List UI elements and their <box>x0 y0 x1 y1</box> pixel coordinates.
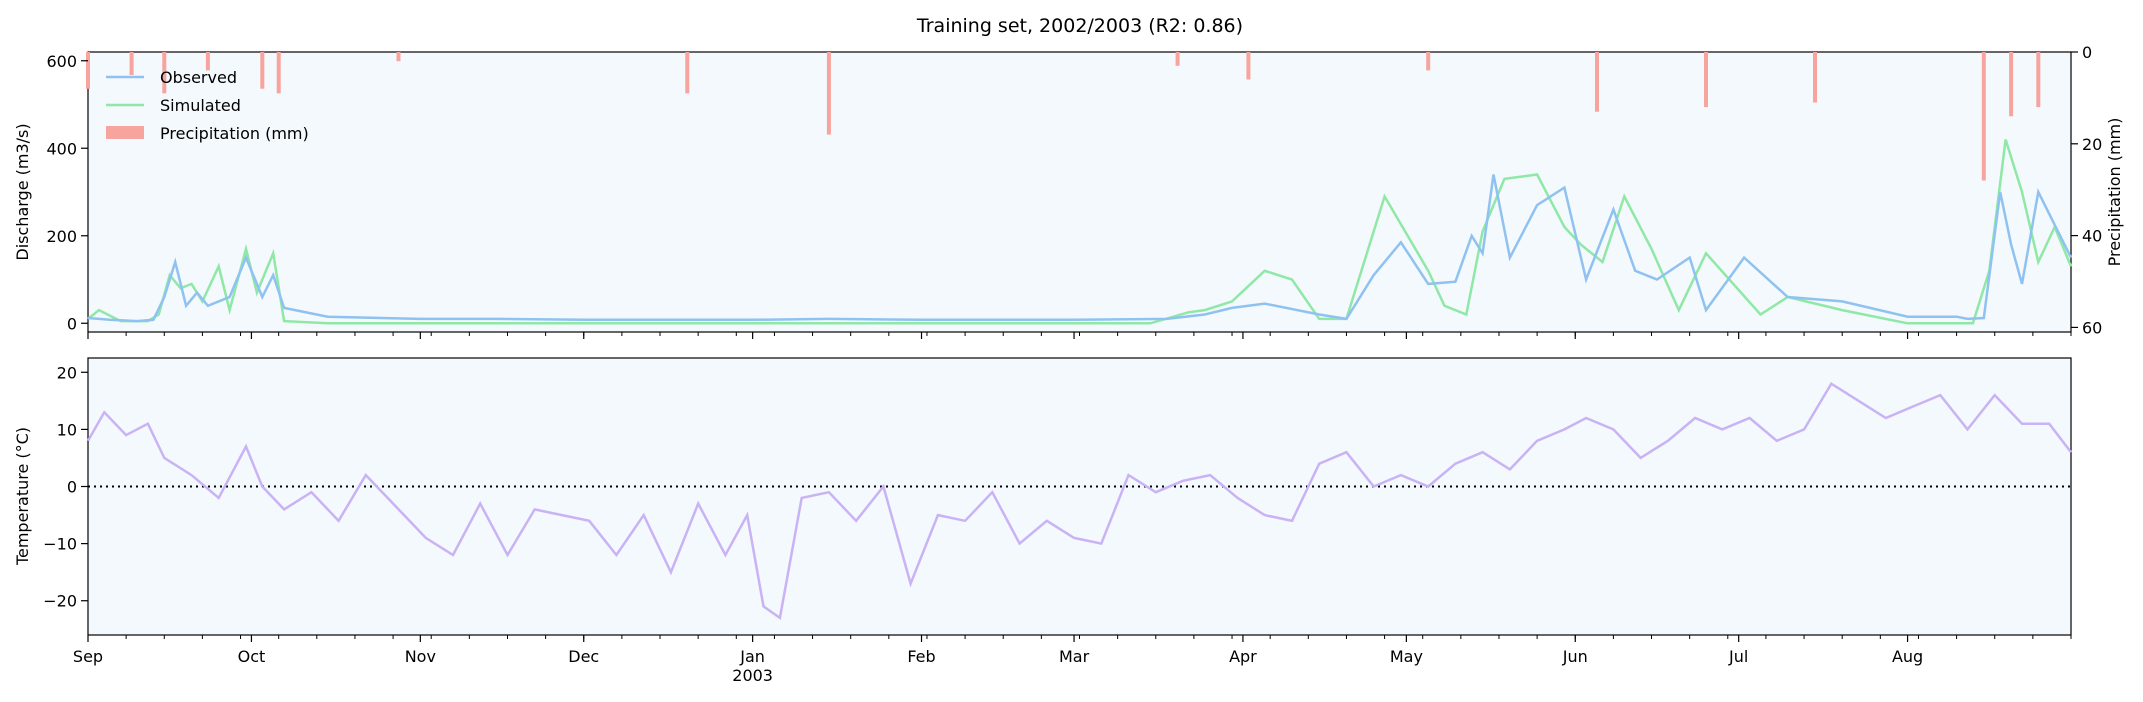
discharge-plot-area <box>87 51 2072 333</box>
y-tick-label: 0 <box>67 478 77 497</box>
x-tick-label: May <box>1390 647 1423 666</box>
temperature-plot-area <box>87 357 2072 636</box>
x-tick-label: Jul <box>1728 647 1748 666</box>
x-tick-label: Oct <box>238 647 266 666</box>
temperature-panel: −20 −10 0 10 20 Temperature (°C) <box>13 357 2072 636</box>
x-tick-sublabel: 2003 <box>732 666 773 685</box>
precipitation-bar <box>1813 52 1817 103</box>
y-tick-label: 600 <box>46 52 77 71</box>
x-tick-label: Feb <box>907 647 935 666</box>
precipitation-axis-label: Precipitation (mm) <box>2105 118 2124 267</box>
chart-title: Training set, 2002/2003 (R2: 0.86) <box>916 15 1243 37</box>
x-tick-label: Nov <box>405 647 436 666</box>
legend-simulated-label: Simulated <box>160 96 241 115</box>
precipitation-bar <box>826 52 831 135</box>
x-tick-label: Aug <box>1892 647 1923 666</box>
precipitation-bars <box>86 52 2041 181</box>
legend-precipitation-swatch <box>106 126 144 139</box>
precipitation-bar <box>1704 52 1708 108</box>
legend-observed-label: Observed <box>160 68 237 87</box>
observed-line <box>87 174 2073 323</box>
y-tick-label: 0 <box>67 314 77 333</box>
legend: Observed Simulated Precipitation (mm) <box>106 68 309 143</box>
precipitation-bar <box>1595 52 1599 112</box>
precipitation-bar <box>2009 52 2014 117</box>
y-tick-label: −10 <box>43 535 77 554</box>
discharge-axis-label: Discharge (m3/s) <box>13 123 32 260</box>
y-tick-label: 0 <box>2082 43 2092 62</box>
precipitation-bar <box>685 52 690 94</box>
precipitation-bar <box>1246 52 1251 80</box>
temperature-axis-label: Temperature (°C) <box>13 427 32 566</box>
precipitation-bar <box>86 52 90 89</box>
precipitation-bar <box>1426 52 1431 71</box>
y-tick-label: 10 <box>57 420 77 439</box>
precipitation-bar <box>276 52 281 94</box>
discharge-y-ticks: 0 200 400 600 <box>46 52 88 333</box>
y-tick-label: 60 <box>2082 318 2102 337</box>
x-tick-label: Apr <box>1229 647 1257 666</box>
y-tick-label: 20 <box>2082 135 2102 154</box>
precipitation-bar <box>129 52 134 75</box>
precipitation-bar <box>162 52 167 94</box>
x-tick-label: Sep <box>73 647 103 666</box>
y-tick-label: 20 <box>57 363 77 382</box>
y-tick-label: 200 <box>46 227 77 246</box>
precipitation-bar <box>396 52 401 62</box>
precipitation-y-ticks: 0 20 40 60 <box>2071 43 2102 337</box>
precipitation-bar <box>1175 52 1180 66</box>
y-tick-label: 40 <box>2082 227 2102 246</box>
discharge-panel: 0 200 400 600 0 20 40 60 Discharge (m3/s) Prec… <box>13 43 2124 337</box>
precipitation-bar <box>260 52 265 89</box>
precipitation-bar <box>205 52 210 71</box>
precipitation-bar <box>1981 52 1986 181</box>
precipitation-bar <box>2036 52 2041 108</box>
y-tick-label: −20 <box>43 592 77 611</box>
x-tick-label: Dec <box>568 647 599 666</box>
x-tick-label: Jan <box>739 647 765 666</box>
legend-precipitation-label: Precipitation (mm) <box>160 124 309 143</box>
temperature-y-ticks: −20 −10 0 10 20 <box>43 363 88 611</box>
x-tick-label: Mar <box>1059 647 1090 666</box>
y-tick-label: 400 <box>46 139 77 158</box>
temperature-line <box>86 381 2072 621</box>
x-tick-label: Jun <box>1562 647 1588 666</box>
